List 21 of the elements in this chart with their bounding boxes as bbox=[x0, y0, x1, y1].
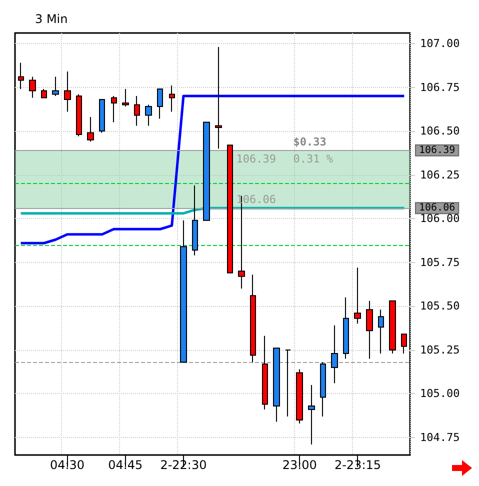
annotation: 106.39 bbox=[236, 152, 276, 166]
annotation: $0.33 bbox=[293, 135, 326, 148]
y-tick-label: 105.25 bbox=[420, 343, 460, 356]
y-tick-label: 105.75 bbox=[420, 256, 460, 269]
x-tick-label: 2-22:30 bbox=[160, 458, 207, 472]
x-tick-label: 04:45 bbox=[108, 458, 143, 472]
y-tick-label: 105.00 bbox=[420, 387, 460, 400]
y-tick-label: 106.25 bbox=[420, 168, 460, 182]
y-tick-label: 106.00 bbox=[420, 212, 460, 226]
ref-line-label: 106.39 bbox=[419, 144, 456, 156]
y-tick-label: 106.75 bbox=[420, 80, 460, 94]
y-tick-label: 105.50 bbox=[420, 300, 460, 313]
x-tick-label: 2-23:15 bbox=[334, 458, 381, 472]
y-tick-label: 104.75 bbox=[420, 430, 460, 444]
x-tick-label: 04:30 bbox=[50, 458, 85, 472]
chart-title: 3 Min bbox=[35, 12, 68, 26]
y-tick-label: 107.00 bbox=[420, 37, 460, 50]
ref-line-label: 106.06 bbox=[419, 202, 456, 214]
annotation: 0.31 % bbox=[293, 152, 334, 166]
x-tick-label: 23:00 bbox=[282, 458, 317, 472]
y-tick-label: 106.50 bbox=[420, 124, 460, 138]
